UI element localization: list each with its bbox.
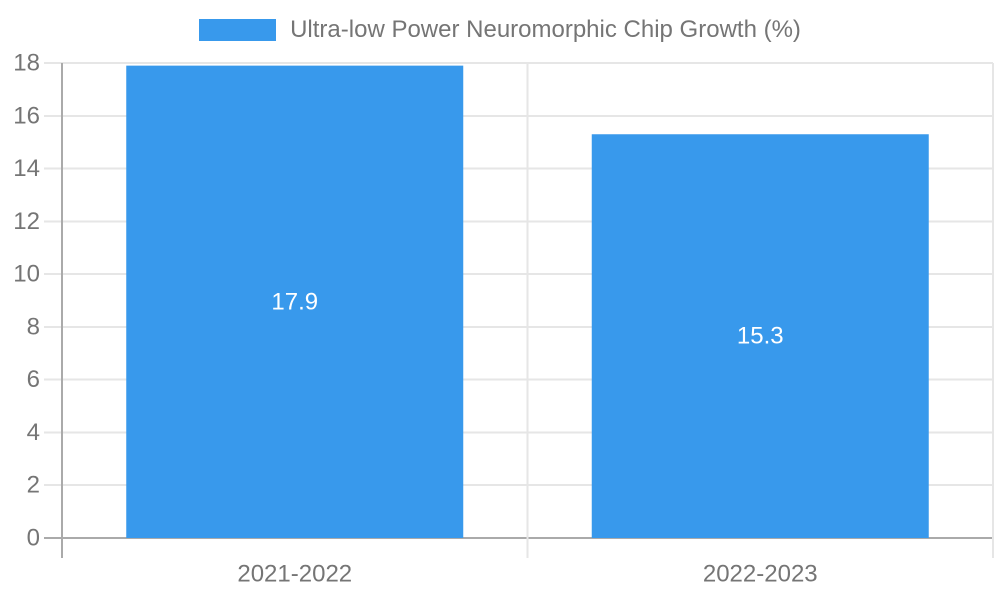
y-tick-label: 0 <box>27 525 40 552</box>
y-tick-label: 8 <box>27 313 40 340</box>
bar-value-label: 17.9 <box>271 288 318 315</box>
y-tick-label: 14 <box>13 155 40 182</box>
y-tick-label: 6 <box>27 366 40 393</box>
y-tick-label: 16 <box>13 102 40 129</box>
legend[interactable]: Ultra-low Power Neuromorphic Chip Growth… <box>0 16 1000 44</box>
legend-label: Ultra-low Power Neuromorphic Chip Growth… <box>290 16 801 43</box>
y-tick-label: 18 <box>13 50 40 77</box>
bar-2022-2023[interactable] <box>591 134 929 538</box>
y-tick-label: 4 <box>27 419 40 446</box>
x-tick-label: 2022-2023 <box>703 561 818 588</box>
y-tick-label: 2 <box>27 472 40 499</box>
y-tick-label: 12 <box>13 208 40 235</box>
bar-2021-2022[interactable] <box>126 65 464 538</box>
legend-swatch <box>199 19 277 41</box>
bar-value-label: 15.3 <box>737 323 784 350</box>
y-tick-label: 10 <box>13 261 40 288</box>
x-tick-label: 2021-2022 <box>237 561 352 588</box>
